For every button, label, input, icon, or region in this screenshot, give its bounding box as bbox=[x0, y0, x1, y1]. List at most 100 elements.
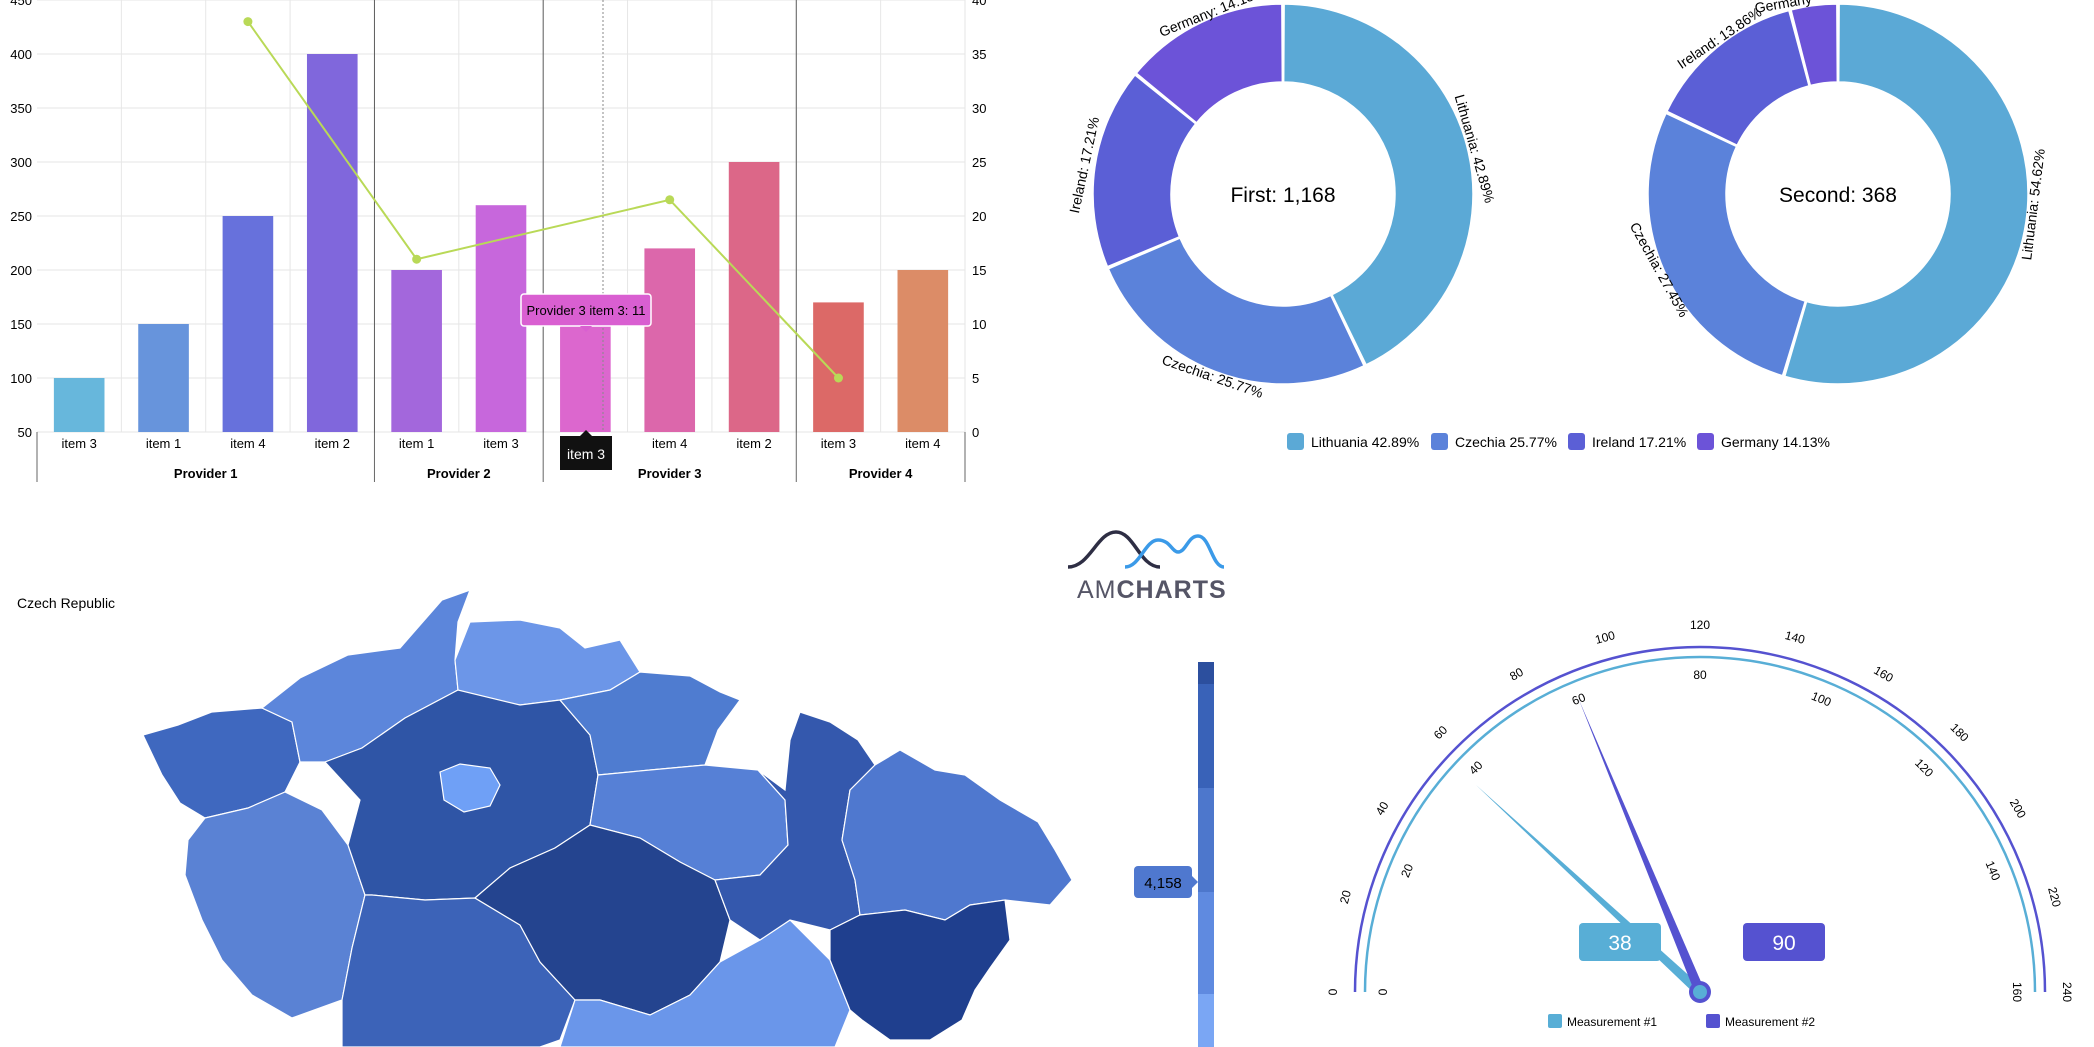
gauge-legend-item-2[interactable]: Measurement #2 bbox=[1706, 1014, 1815, 1029]
gauge-outer-tick-label: 220 bbox=[2045, 886, 2064, 909]
gauge-outer-tick-label: 180 bbox=[1947, 720, 1971, 744]
legend-item-germany[interactable]: Germany 14.13% bbox=[1697, 433, 1830, 450]
donut-slice-czechia[interactable] bbox=[1647, 112, 1807, 377]
line-series-point[interactable] bbox=[243, 17, 253, 27]
column-chart: 50 100 150 200 250 300 350 400 450 0 5 10 15 20 25 30 3… bbox=[10, 0, 986, 482]
bar-4-1[interactable] bbox=[813, 302, 864, 432]
x-axis-category-label: item 4 bbox=[230, 436, 265, 451]
legend-label-czechia: Czechia 25.77% bbox=[1455, 434, 1557, 450]
y-axis-tick-label: 400 bbox=[10, 47, 32, 62]
gauge-inner-tick-label: 40 bbox=[1466, 758, 1486, 778]
line-series-point[interactable] bbox=[833, 373, 843, 383]
bar-tooltip: Provider 3 item 3: 11 bbox=[520, 293, 652, 332]
donut-second-center-label: Second: 368 bbox=[1779, 184, 1897, 207]
gauge-outer-tick-label: 160 bbox=[1871, 663, 1896, 685]
x-axis-category-label: item 4 bbox=[652, 436, 687, 451]
map-region-praha[interactable] bbox=[439, 763, 501, 813]
bar-1-2[interactable] bbox=[138, 324, 189, 432]
gauge-outer-tick-label: 80 bbox=[1507, 665, 1526, 684]
logo-wave-blue bbox=[1124, 534, 1225, 569]
bar-4-2[interactable] bbox=[897, 270, 949, 432]
bar-1-1[interactable] bbox=[53, 378, 105, 432]
gauge-inner-tick-label: 140 bbox=[1983, 859, 2004, 883]
bar-3-1[interactable] bbox=[560, 313, 611, 432]
gauge-inner-tick-label: 120 bbox=[1912, 756, 1936, 780]
y2-axis-tick-label: 0 bbox=[972, 425, 979, 440]
gauge-hand-1[interactable] bbox=[1476, 784, 1704, 996]
donut-first-center-label: First: 1,168 bbox=[1230, 184, 1335, 207]
gauge-value-badge-1: 38 bbox=[1579, 923, 1661, 961]
donut-slice-czechia[interactable] bbox=[1107, 237, 1365, 385]
y-axis-tick-label: 50 bbox=[18, 425, 32, 440]
column-chart-bars bbox=[53, 54, 949, 432]
line-series-point[interactable] bbox=[665, 195, 675, 205]
gauge-inner-tick-label: 20 bbox=[1398, 862, 1416, 880]
axis-cursor-label-text: item 3 bbox=[567, 446, 605, 462]
gauge-outer-tick-label: 140 bbox=[1784, 628, 1807, 647]
map-region-kralovehradecky[interactable] bbox=[558, 671, 741, 776]
y2-axis-tick-label: 40 bbox=[972, 0, 986, 8]
heat-legend-marker: 4,158 bbox=[1134, 866, 1198, 898]
donut-slice-ireland[interactable] bbox=[1666, 9, 1810, 147]
donut-chart-second: Second: 368 Lithuania: 54.62% Czechia: 2… bbox=[1627, 0, 2048, 385]
x-axis-group-label: Provider 4 bbox=[849, 466, 913, 481]
map-region-zlinsky[interactable] bbox=[829, 899, 1011, 1041]
x-axis-category-label: item 3 bbox=[61, 436, 96, 451]
donut-second-slices bbox=[1647, 3, 2029, 385]
gauge-outer-tick-label: 20 bbox=[1337, 888, 1354, 905]
bar-1-4[interactable] bbox=[306, 54, 358, 432]
x-axis-group-label: Provider 3 bbox=[638, 466, 702, 481]
donut-slice-lithuania[interactable] bbox=[1783, 3, 2029, 385]
amcharts-logo: AMCHARTS bbox=[1067, 530, 1226, 604]
legend-item-lithuania[interactable]: Lithuania 42.89% bbox=[1287, 433, 1419, 450]
map-region-vysocina[interactable] bbox=[473, 824, 731, 1016]
bar-2-1[interactable] bbox=[391, 270, 442, 432]
x-axis-category-label: item 1 bbox=[399, 436, 434, 451]
donut-slice-ireland[interactable] bbox=[1092, 74, 1197, 268]
gauge-outer-tick-label: 240 bbox=[2060, 982, 2074, 1002]
gauge-inner-arc bbox=[1363, 655, 2037, 993]
gauge-legend: Measurement #1 Measurement #2 bbox=[1548, 1014, 1815, 1029]
y-axis-tick-label: 300 bbox=[10, 155, 32, 170]
map-region-plzensky[interactable] bbox=[184, 791, 366, 1019]
gauge-pin-inner bbox=[1693, 985, 1707, 999]
bar-3-2[interactable] bbox=[644, 248, 696, 432]
heat-legend-value: 4,158 bbox=[1144, 875, 1182, 892]
map-region-karlovarsky[interactable] bbox=[142, 707, 301, 819]
legend-label-ireland: Ireland 17.21% bbox=[1592, 434, 1686, 450]
legend-item-czechia[interactable]: Czechia 25.77% bbox=[1431, 433, 1557, 450]
gauge-inner-tick-label: 80 bbox=[1693, 668, 1707, 682]
bar-1-3[interactable] bbox=[222, 216, 274, 432]
donut-chart-first: First: 1,168 Lithuania: 42.89% Czechia: … bbox=[1066, 0, 1498, 401]
gauge-legend-label-1: Measurement #1 bbox=[1567, 1015, 1657, 1029]
line-series-point[interactable] bbox=[412, 254, 422, 264]
donut-slice-lithuania[interactable] bbox=[1282, 3, 1474, 366]
y-axis-tick-label: 100 bbox=[10, 371, 32, 386]
legend-label-germany: Germany 14.13% bbox=[1721, 434, 1830, 450]
gauge-value-badge-2: 90 bbox=[1743, 923, 1825, 961]
gauge-outer-tick-label: 0 bbox=[1326, 988, 1340, 995]
bar-3-3[interactable] bbox=[728, 162, 780, 432]
map-region-moravskoslezsky[interactable] bbox=[841, 749, 1073, 921]
y2-axis-tick-label: 20 bbox=[972, 209, 986, 224]
legend-item-ireland[interactable]: Ireland 17.21% bbox=[1568, 433, 1686, 450]
y-axis-tick-label: 450 bbox=[10, 0, 32, 8]
donut-legend: Lithuania 42.89% Czechia 25.77% Ireland … bbox=[1287, 433, 1830, 450]
y-axis-tick-label: 150 bbox=[10, 317, 32, 332]
gauge-hand-2[interactable] bbox=[1578, 699, 1705, 994]
gauge-outer-tick-label: 40 bbox=[1373, 799, 1392, 818]
x-axis-group-label: Provider 2 bbox=[427, 466, 491, 481]
y2-axis-tick-label: 15 bbox=[972, 263, 986, 278]
x-axis-category-label: item 3 bbox=[821, 436, 856, 451]
map-title: Czech Republic bbox=[17, 595, 115, 611]
gauge-legend-item-1[interactable]: Measurement #1 bbox=[1548, 1014, 1657, 1029]
donut-slice-germany[interactable] bbox=[1135, 3, 1284, 124]
gauge-inner-tick-label: 100 bbox=[1809, 689, 1833, 710]
legend-label-lithuania: Lithuania 42.89% bbox=[1311, 434, 1419, 450]
y2-axis-tick-label: 10 bbox=[972, 317, 986, 332]
gauge-inner-tick-label: 60 bbox=[1570, 690, 1588, 708]
column-chart-grid bbox=[36, 0, 966, 482]
y-axis-tick-label: 200 bbox=[10, 263, 32, 278]
czech-map-chart: Czech Republic bbox=[17, 589, 1214, 1047]
donut-slice-germany[interactable] bbox=[1790, 3, 1839, 87]
